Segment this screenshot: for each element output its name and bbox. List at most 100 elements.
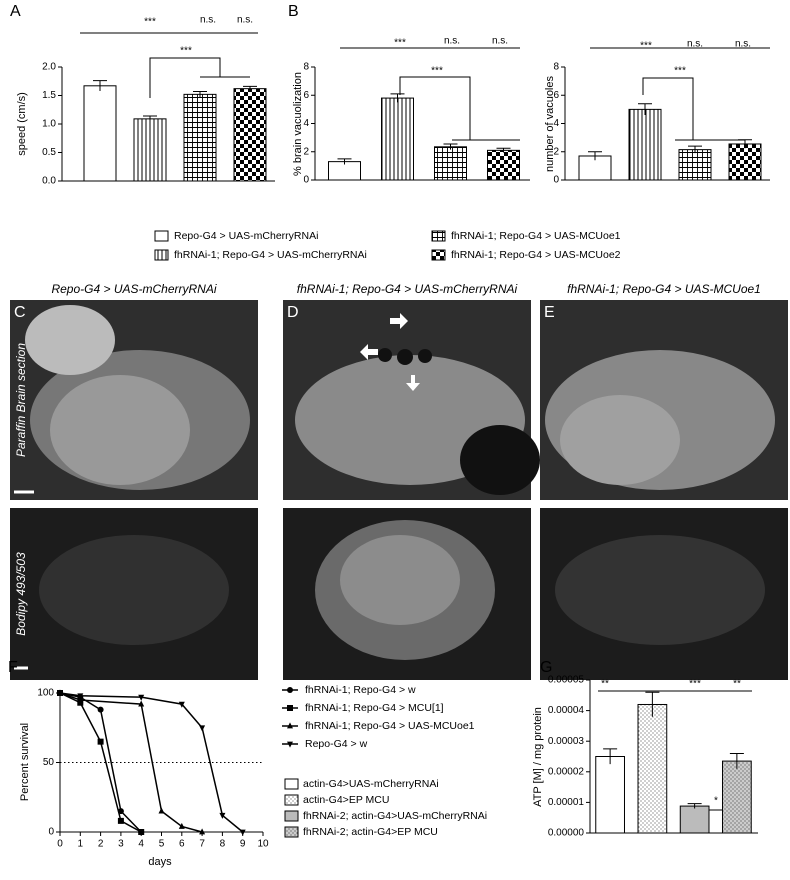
y-tick-label: 4 (303, 118, 309, 129)
y-tick-label: 2 (303, 146, 309, 157)
y-tick-label: 0.00005 (548, 675, 585, 686)
legend-swatch (284, 810, 299, 822)
legend-label: fhRNAi-1; Repo-G4 > w (305, 684, 416, 696)
y-tick-label: 4 (553, 118, 559, 129)
column-header: fhRNAi-1; Repo-G4 > UAS-MCUoe1 (567, 282, 761, 296)
bar (381, 97, 414, 181)
micrographs (10, 300, 788, 680)
row-label: Bodipy 493/503 (14, 552, 28, 636)
y-tick-label: 0.00002 (548, 766, 585, 777)
legend-label: fhRNAi-1; Repo-G4 > UAS-mCherryRNAi (174, 249, 367, 261)
y-tick-label: 0.00001 (548, 797, 585, 808)
y-tick-label: 1.5 (42, 90, 56, 101)
legend-swatch (154, 230, 169, 242)
x-tick-label: 6 (179, 839, 185, 850)
legend-label: Repo-G4 > w (305, 738, 368, 750)
panel-label: B (288, 3, 299, 20)
significance: *** (144, 17, 156, 28)
significance: n.s. (237, 15, 253, 26)
y-tick-label: 0 (303, 175, 309, 186)
marker (117, 817, 124, 824)
error-bar (729, 752, 744, 769)
panel-label: E (544, 304, 555, 321)
error-bar (588, 151, 602, 161)
error-bar (645, 691, 660, 717)
x-tick-label: 3 (118, 839, 124, 850)
column-header: Repo-G4 > UAS-mCherryRNAi (51, 282, 216, 296)
error-bar (93, 80, 107, 91)
marker (219, 812, 226, 819)
y-axis-label: speed (cm/s) (16, 92, 28, 156)
error-bar (193, 91, 207, 98)
marker (97, 706, 104, 713)
marker (178, 822, 185, 829)
legend-label: fhRNAi-1; Repo-G4 > UAS-MCUoe2 (451, 249, 621, 261)
x-tick-label: 4 (138, 839, 144, 850)
bar (628, 108, 662, 181)
legend-swatch (154, 249, 169, 261)
legend-swatch (431, 249, 446, 261)
legend-label: fhRNAi-2; actin-G4>EP MCU (303, 826, 438, 838)
panel-label: F (8, 659, 18, 676)
significance: n.s. (444, 36, 460, 47)
significance: n.s. (735, 39, 751, 50)
marker (287, 687, 293, 693)
y-tick-label: 6 (553, 90, 559, 101)
x-tick-label: 7 (199, 839, 205, 850)
x-tick-label: 10 (257, 839, 269, 850)
row-label: Paraffin Brain section (14, 343, 28, 457)
significance: n.s. (492, 36, 508, 47)
error-bar (243, 85, 257, 91)
x-axis-label: days (148, 856, 172, 868)
marker (287, 705, 293, 711)
x-tick-label: 2 (98, 839, 104, 850)
error-bar (738, 139, 752, 149)
significance: *** (394, 38, 406, 49)
y-tick-label: 0.00004 (548, 705, 585, 716)
y-axis-label: ATP [M] / mg protein (532, 707, 544, 807)
y-tick-label: 8 (303, 62, 309, 73)
y-axis-label: Percent survival (19, 723, 31, 801)
bar (183, 93, 217, 182)
error-bar (496, 147, 511, 153)
marker (199, 828, 206, 835)
y-axis-label: number of vacuoles (544, 76, 556, 172)
y-tick-label: 1.0 (42, 119, 56, 130)
significance: * (714, 796, 718, 807)
error-bar (638, 103, 652, 116)
legend-label: fhRNAi-1; Repo-G4 > UAS-MCUoe1 (451, 230, 621, 242)
legend-swatch (431, 230, 446, 242)
significance: *** (674, 66, 686, 77)
legend-swatch (284, 778, 299, 790)
bar (678, 149, 712, 181)
legend-label: fhRNAi-2; actin-G4>UAS-mCherryRNAi (303, 810, 487, 822)
bar (595, 756, 625, 834)
legend-swatch (284, 826, 299, 838)
y-tick-label: 0 (553, 175, 559, 186)
survival-line (59, 692, 244, 833)
legend-label: fhRNAi-1; Repo-G4 > MCU[1] (305, 702, 444, 714)
y-tick-label: 0.5 (42, 147, 56, 158)
legend-label: actin-G4>UAS-mCherryRNAi (303, 778, 439, 790)
column-header: fhRNAi-1; Repo-G4 > UAS-mCherryRNAi (297, 282, 518, 296)
bar (722, 760, 752, 834)
significance: ** (733, 679, 741, 690)
marker (178, 701, 185, 708)
bar (233, 88, 267, 182)
x-tick-label: 5 (159, 839, 165, 850)
legend-swatch (284, 794, 299, 806)
x-tick-label: 1 (78, 839, 84, 850)
marker (57, 690, 63, 697)
y-tick-label: 0.0 (42, 176, 56, 187)
legend-label: actin-G4>EP MCU (303, 794, 389, 806)
y-tick-label: 0.00000 (548, 828, 585, 839)
y-tick-label: 2.0 (42, 62, 56, 73)
y-axis-label: % brain vacuolization (292, 72, 304, 176)
significance: *** (689, 679, 701, 690)
error-bar (337, 158, 352, 165)
marker (77, 693, 84, 700)
panel-label: C (14, 304, 26, 321)
y-tick-label: 6 (303, 90, 309, 101)
marker (138, 829, 145, 835)
